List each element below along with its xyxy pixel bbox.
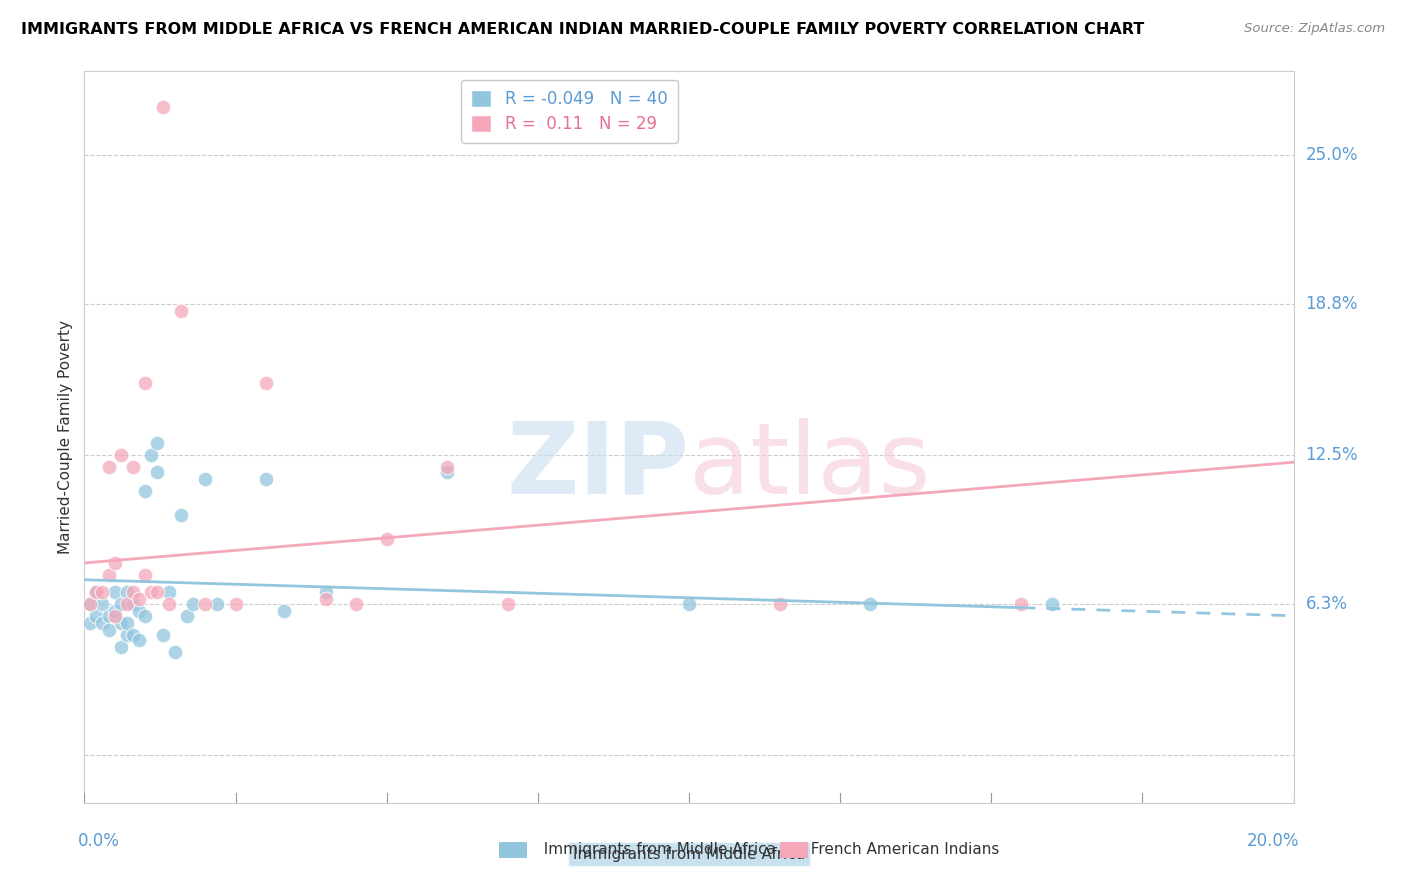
Text: 6.3%: 6.3%: [1306, 595, 1347, 613]
Point: [115, 615, 138, 630]
Point: [436, 465, 458, 479]
Point: [346, 597, 368, 611]
Point: [110, 448, 132, 462]
Point: [315, 591, 337, 606]
Point: [115, 628, 138, 642]
Point: [86, 584, 108, 599]
Text: Immigrants from Middle Africa: Immigrants from Middle Africa: [572, 847, 806, 862]
Point: [104, 556, 127, 570]
Point: [194, 597, 217, 611]
Point: [146, 465, 169, 479]
Point: [86, 584, 108, 599]
Point: [146, 436, 169, 450]
Point: [678, 597, 700, 611]
Point: [375, 532, 398, 546]
Point: [194, 472, 217, 486]
Point: [170, 508, 193, 522]
Point: [134, 483, 156, 498]
Point: [110, 640, 132, 654]
Legend: R = -0.049   N = 40, R =  0.11   N = 29: R = -0.049 N = 40, R = 0.11 N = 29: [461, 79, 678, 143]
Text: Immigrants from Middle Africa: Immigrants from Middle Africa: [534, 842, 776, 856]
Point: [207, 597, 229, 611]
Point: [315, 584, 337, 599]
Point: [273, 604, 295, 618]
Point: [134, 608, 156, 623]
Point: [139, 448, 162, 462]
Point: [121, 628, 143, 642]
Point: [152, 100, 174, 114]
Point: [110, 597, 132, 611]
Point: [165, 645, 187, 659]
Point: [1040, 597, 1063, 611]
Text: 12.5%: 12.5%: [1306, 446, 1358, 464]
Point: [79, 615, 101, 630]
Point: [86, 608, 108, 623]
Point: [157, 597, 180, 611]
Point: [254, 376, 277, 391]
Point: [139, 584, 162, 599]
Point: [104, 608, 127, 623]
Text: 25.0%: 25.0%: [1306, 146, 1358, 164]
Text: Source: ZipAtlas.com: Source: ZipAtlas.com: [1244, 22, 1385, 36]
Point: [97, 623, 120, 637]
Point: [859, 597, 882, 611]
Text: 0.0%: 0.0%: [79, 831, 120, 849]
Point: [110, 615, 132, 630]
Point: [115, 584, 138, 599]
Point: [769, 597, 792, 611]
Point: [91, 597, 114, 611]
Text: atlas: atlas: [689, 417, 931, 515]
Point: [97, 608, 120, 623]
Point: [157, 584, 180, 599]
Point: [146, 584, 169, 599]
Point: [128, 604, 150, 618]
Point: [97, 460, 120, 475]
Point: [254, 472, 277, 486]
Point: [436, 460, 458, 475]
Point: [79, 597, 101, 611]
Point: [104, 604, 127, 618]
Text: 20.0%: 20.0%: [1247, 831, 1299, 849]
Point: [91, 584, 114, 599]
Point: [152, 628, 174, 642]
Point: [134, 376, 156, 391]
Text: 18.8%: 18.8%: [1306, 295, 1358, 313]
Point: [225, 597, 247, 611]
Point: [176, 608, 198, 623]
Point: [115, 597, 138, 611]
Point: [121, 597, 143, 611]
Y-axis label: Married-Couple Family Poverty: Married-Couple Family Poverty: [58, 320, 73, 554]
Point: [128, 591, 150, 606]
Text: French American Indians: French American Indians: [801, 842, 1000, 856]
Point: [79, 597, 101, 611]
Point: [170, 304, 193, 318]
Point: [496, 597, 519, 611]
Point: [121, 460, 143, 475]
Point: [1011, 597, 1033, 611]
Point: [91, 615, 114, 630]
Point: [134, 568, 156, 582]
Point: [104, 584, 127, 599]
Point: [128, 632, 150, 647]
Text: IMMIGRANTS FROM MIDDLE AFRICA VS FRENCH AMERICAN INDIAN MARRIED-COUPLE FAMILY PO: IMMIGRANTS FROM MIDDLE AFRICA VS FRENCH …: [21, 22, 1144, 37]
Point: [97, 568, 120, 582]
Point: [121, 584, 143, 599]
Point: [181, 597, 204, 611]
Text: ZIP: ZIP: [506, 417, 689, 515]
